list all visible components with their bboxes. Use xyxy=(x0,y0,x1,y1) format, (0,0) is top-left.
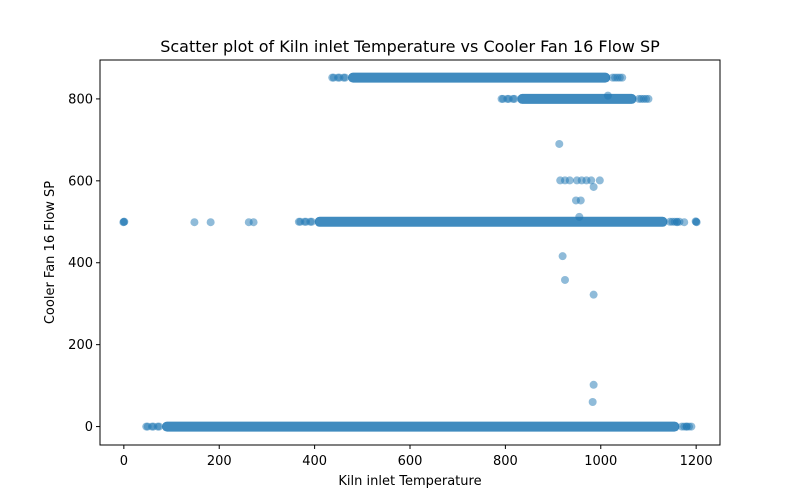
y-axis-label: Cooler Fan 16 Flow SP xyxy=(43,181,58,324)
x-tick-label: 1200 xyxy=(680,454,713,469)
data-point xyxy=(558,252,567,261)
data-point xyxy=(644,94,653,103)
x-tick-label: 1000 xyxy=(584,454,617,469)
y-tick-label: 0 xyxy=(85,420,93,435)
data-point-cluster xyxy=(314,216,668,227)
data-point-cluster xyxy=(162,421,680,432)
x-tick-label: 800 xyxy=(493,454,518,469)
data-point xyxy=(587,176,596,185)
y-tick-label: 600 xyxy=(68,174,93,189)
data-point xyxy=(691,217,700,226)
data-point xyxy=(673,218,682,227)
x-tick-label: 600 xyxy=(398,454,423,469)
data-point xyxy=(589,380,598,389)
data-point xyxy=(680,218,689,227)
data-point xyxy=(206,218,215,227)
data-point xyxy=(576,196,585,205)
data-point xyxy=(142,422,151,431)
data-point xyxy=(603,91,612,100)
x-tick-label: 400 xyxy=(302,454,327,469)
data-point xyxy=(575,212,584,221)
x-axis-ticks: 0 200 400 600 800 1000 1200 xyxy=(120,445,713,469)
data-point xyxy=(190,218,199,227)
y-axis-ticks: 0 200 400 600 800 xyxy=(68,92,100,435)
y-tick-label: 400 xyxy=(68,256,93,271)
data-point xyxy=(589,182,598,191)
x-tick-label: 200 xyxy=(207,454,232,469)
data-point-cluster xyxy=(348,72,611,83)
plot-points-layer xyxy=(119,72,701,432)
x-tick-label: 0 xyxy=(120,454,128,469)
data-point xyxy=(249,218,258,227)
data-point xyxy=(588,397,597,406)
y-tick-label: 200 xyxy=(68,338,93,353)
data-point xyxy=(682,422,691,431)
data-point xyxy=(595,176,604,185)
data-point xyxy=(497,94,506,103)
data-point xyxy=(294,217,303,226)
data-point xyxy=(555,139,564,148)
y-tick-label: 800 xyxy=(68,92,93,107)
data-point xyxy=(618,73,627,82)
data-point xyxy=(328,73,337,82)
data-point xyxy=(119,218,128,227)
data-point-cluster xyxy=(517,93,637,104)
data-point xyxy=(565,176,574,185)
data-point xyxy=(561,275,569,284)
chart-title: Scatter plot of Kiln inlet Temperature v… xyxy=(160,37,660,56)
x-axis-label: Kiln inlet Temperature xyxy=(338,474,481,489)
data-point xyxy=(589,290,598,299)
